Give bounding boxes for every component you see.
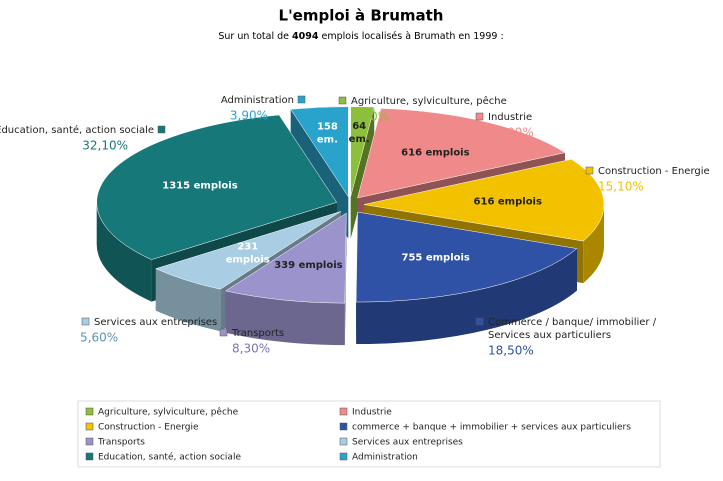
- subtitle-text: emplois localisés à Brumath en 1999 :: [322, 31, 504, 42]
- legend-label: Administration: [352, 453, 418, 463]
- value-label: 231 emplois: [226, 242, 270, 266]
- legend-label: commerce + banque + immobilier + service…: [352, 423, 631, 433]
- callout-label: Education, santé, action sociale: [0, 124, 154, 136]
- legend-label: Industrie: [352, 408, 392, 418]
- callout-label: Services aux particuliers: [488, 330, 611, 341]
- legend-swatch: [339, 437, 348, 446]
- legend-label: Transports: [97, 438, 145, 448]
- value-label-line: 64: [352, 121, 366, 132]
- legend-swatch: [339, 422, 348, 431]
- percent-label: 3,90%: [230, 109, 268, 123]
- callout-label: Construction - Energie: [598, 166, 710, 177]
- slice: [350, 106, 375, 197]
- percent-label: 5,60%: [80, 331, 118, 345]
- callout-label: Administration: [221, 95, 294, 106]
- legend-swatch: [85, 437, 94, 446]
- chart-title: L'emploi à Brumath: [279, 7, 444, 25]
- slice: [363, 158, 605, 242]
- value-label-line: emplois: [226, 255, 270, 266]
- legend-label: Construction - Energie: [98, 423, 199, 433]
- legend-swatch: [85, 422, 94, 431]
- callout-marker: [157, 125, 166, 134]
- slice: [357, 108, 566, 199]
- subtitle-text: Sur un total de: [218, 31, 289, 42]
- callout-label: Commerce / banque/ immobilier /: [488, 317, 657, 328]
- percent-label: 15,10%: [598, 180, 644, 194]
- slice: [155, 211, 342, 290]
- value-label: 158 em.: [317, 121, 338, 145]
- slice: [290, 106, 349, 198]
- legend-label: Services aux entreprises: [352, 438, 463, 448]
- legend-box: [77, 400, 661, 468]
- value-label: 64 em.: [349, 121, 370, 145]
- percent-label: 32,10%: [82, 139, 128, 153]
- slice-wall: [96, 202, 152, 302]
- slice: [96, 114, 338, 260]
- slice-side: [350, 107, 375, 239]
- callout-marker: [219, 328, 228, 337]
- value-label: 339 emplois: [274, 260, 342, 271]
- callout-marker: [81, 317, 90, 326]
- value-label-line: 231: [237, 242, 258, 253]
- slice-wall: [155, 268, 221, 332]
- slice-wall: [356, 248, 577, 345]
- legend-label: Education, santé, action sociale: [98, 452, 241, 463]
- value-label-line: em.: [317, 134, 338, 145]
- callout-marker: [475, 317, 484, 326]
- callout-label: Industrie: [488, 112, 532, 123]
- percent-label: 18,50%: [488, 344, 534, 358]
- value-label-line: em.: [349, 134, 370, 145]
- callout-marker: [297, 95, 306, 104]
- legend-label: Agriculture, sylviculture, pêche: [98, 407, 239, 418]
- slice-wall: [225, 290, 345, 346]
- percent-label: 8,30%: [232, 342, 270, 356]
- value-label: 755 emplois: [401, 252, 469, 263]
- callout-label: Agriculture, sylviculture, pêche: [351, 95, 507, 107]
- subtitle-total: 4094: [292, 31, 319, 42]
- callout-label: Transports: [231, 328, 284, 339]
- value-label-line: 158: [317, 121, 338, 132]
- legend-swatch: [339, 452, 348, 461]
- chart-subtitle: Sur un total de 4094 emplois localisés à…: [218, 31, 503, 42]
- value-label: 616 emplois: [401, 147, 469, 158]
- percent-label: 1,60%: [351, 110, 389, 124]
- legend-swatch: [339, 407, 348, 416]
- slice: [225, 212, 347, 304]
- callout-label: Services aux entreprises: [94, 317, 217, 328]
- percent-label: 14,90%: [488, 126, 534, 140]
- legend-swatch: [85, 452, 94, 461]
- legend-swatch: [85, 407, 94, 416]
- value-label: 616 emplois: [474, 197, 542, 208]
- callout-marker: [338, 96, 347, 105]
- value-label: 1315 emplois: [162, 180, 237, 191]
- slice: [355, 211, 578, 303]
- callout-marker: [585, 166, 594, 175]
- callout-marker: [475, 112, 484, 121]
- slice-wall: [583, 204, 604, 284]
